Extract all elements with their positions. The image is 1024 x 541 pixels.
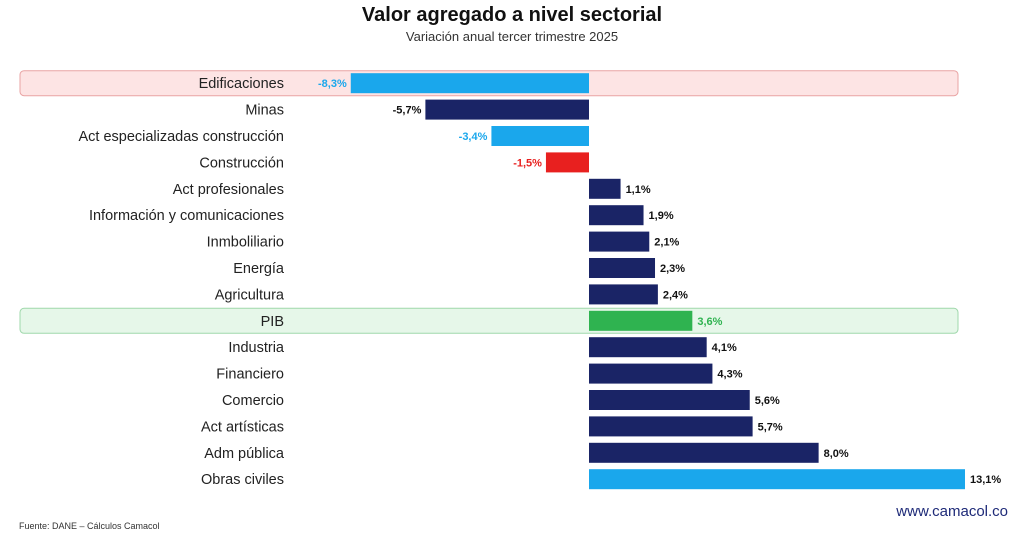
bar xyxy=(589,337,707,358)
category-label: Información y comunicaciones xyxy=(89,208,284,224)
value-label: 2,4% xyxy=(663,289,688,301)
value-label: 5,7% xyxy=(758,421,783,433)
value-label: -8,3% xyxy=(318,78,347,90)
value-label: 1,9% xyxy=(649,210,674,222)
bar xyxy=(491,126,589,146)
value-label: -3,4% xyxy=(459,131,488,143)
value-label: 13,1% xyxy=(970,474,1001,486)
value-label: 3,6% xyxy=(697,316,722,328)
value-label: 2,3% xyxy=(660,263,685,275)
bar xyxy=(589,363,713,384)
category-label: PIB xyxy=(261,314,284,330)
value-label: 1,1% xyxy=(626,184,651,196)
source-note: Fuente: DANE – Cálculos Camacol xyxy=(19,521,160,531)
value-label: 8,0% xyxy=(824,448,849,460)
bar xyxy=(589,205,644,226)
bar xyxy=(589,284,658,305)
bar xyxy=(589,178,621,199)
category-label: Agricultura xyxy=(215,287,285,303)
category-label: Act artísticas xyxy=(201,419,284,435)
category-label: Comercio xyxy=(222,393,284,409)
highlight-row-green xyxy=(19,307,959,334)
category-label: Inmboliliario xyxy=(207,235,284,251)
bar xyxy=(425,99,589,120)
value-label: 5,6% xyxy=(755,395,780,407)
website-link[interactable]: www.camacol.co xyxy=(896,503,1008,520)
value-label: 4,3% xyxy=(717,369,742,381)
bar xyxy=(589,390,750,410)
value-label: -5,7% xyxy=(393,105,422,117)
value-label: -1,5% xyxy=(513,157,542,169)
category-label: Energía xyxy=(233,261,285,277)
bar xyxy=(589,310,693,331)
category-label: Act profesionales xyxy=(173,182,284,198)
bar xyxy=(589,416,753,437)
category-label: Act especializadas construcción xyxy=(78,129,284,145)
category-label: Edificaciones xyxy=(199,76,284,92)
category-label: Industria xyxy=(228,340,285,356)
category-label: Obras civiles xyxy=(201,472,284,488)
value-label: 2,1% xyxy=(654,237,679,249)
category-label: Adm pública xyxy=(204,446,285,462)
chart-subtitle: Variación anual tercer trimestre 2025 xyxy=(405,29,619,44)
bar xyxy=(589,258,656,278)
bar xyxy=(589,442,819,463)
chart-title: Valor agregado a nivel sectorial xyxy=(361,4,663,26)
value-label: 4,1% xyxy=(712,342,737,354)
bar xyxy=(589,469,965,490)
bar xyxy=(350,73,589,94)
category-label: Minas xyxy=(245,103,284,119)
category-label: Financiero xyxy=(216,367,284,383)
bar xyxy=(545,152,589,173)
category-label: Construcción xyxy=(199,155,284,171)
bar xyxy=(589,231,650,252)
